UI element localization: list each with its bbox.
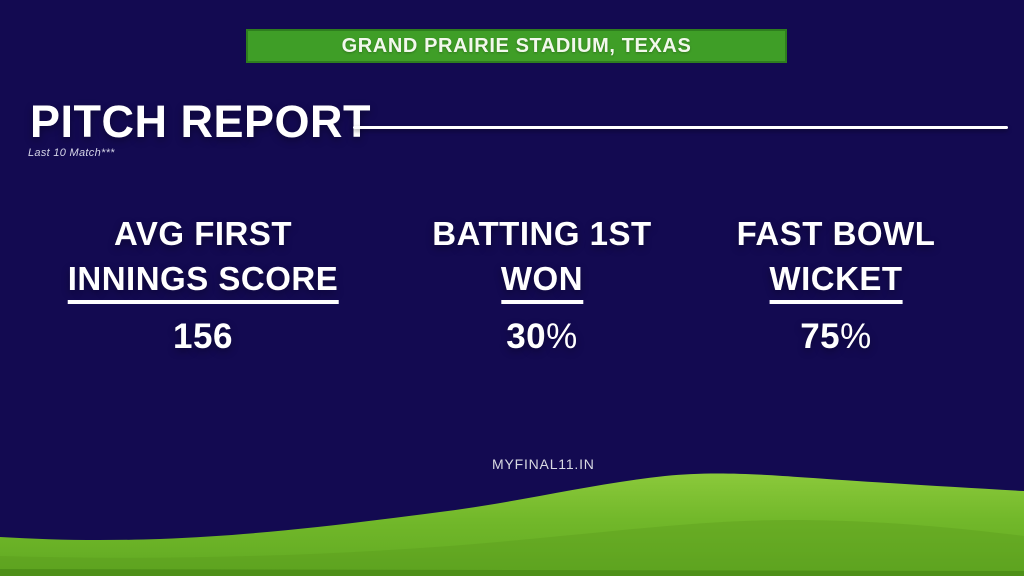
stat-fast-bowl-wicket: FAST BOWL WICKET 75% <box>737 216 936 356</box>
stat-label-line2: WON <box>500 261 584 304</box>
stat-value-suffix: % <box>840 317 872 356</box>
stat-label-line1: FAST BOWL <box>736 215 936 252</box>
stat-avg-first-innings: AVG FIRST INNINGS SCORE 156 <box>67 215 339 356</box>
stadium-name: GRAND PRAIRIE STADIUM, TEXAS <box>341 34 692 57</box>
stat-label-line1: AVG FIRST <box>113 215 293 252</box>
stat-value-suffix: % <box>546 317 578 356</box>
page-title: PITCH REPORT <box>30 96 372 147</box>
stat-batting-first-won: BATTING 1ST WON 30% <box>432 216 651 356</box>
stat-label-line2: INNINGS SCORE <box>67 261 339 304</box>
stat-value-number: 75 <box>800 317 841 356</box>
stat-label-line2: WICKET <box>769 261 903 304</box>
stat-value-number: 156 <box>173 317 233 356</box>
title-divider <box>353 126 1008 129</box>
grass-hill <box>0 473 1024 576</box>
stadium-banner: GRAND PRAIRIE STADIUM, TEXAS <box>246 29 787 63</box>
watermark-text: MYFINAL11.IN <box>492 456 595 472</box>
stat-value: 75% <box>737 318 936 356</box>
stat-value: 156 <box>68 318 339 356</box>
stat-value: 30% <box>432 318 651 356</box>
stat-value-number: 30 <box>506 317 547 356</box>
stat-label-line1: BATTING 1ST <box>432 215 652 252</box>
subtitle-note: Last 10 Match*** <box>28 147 115 159</box>
